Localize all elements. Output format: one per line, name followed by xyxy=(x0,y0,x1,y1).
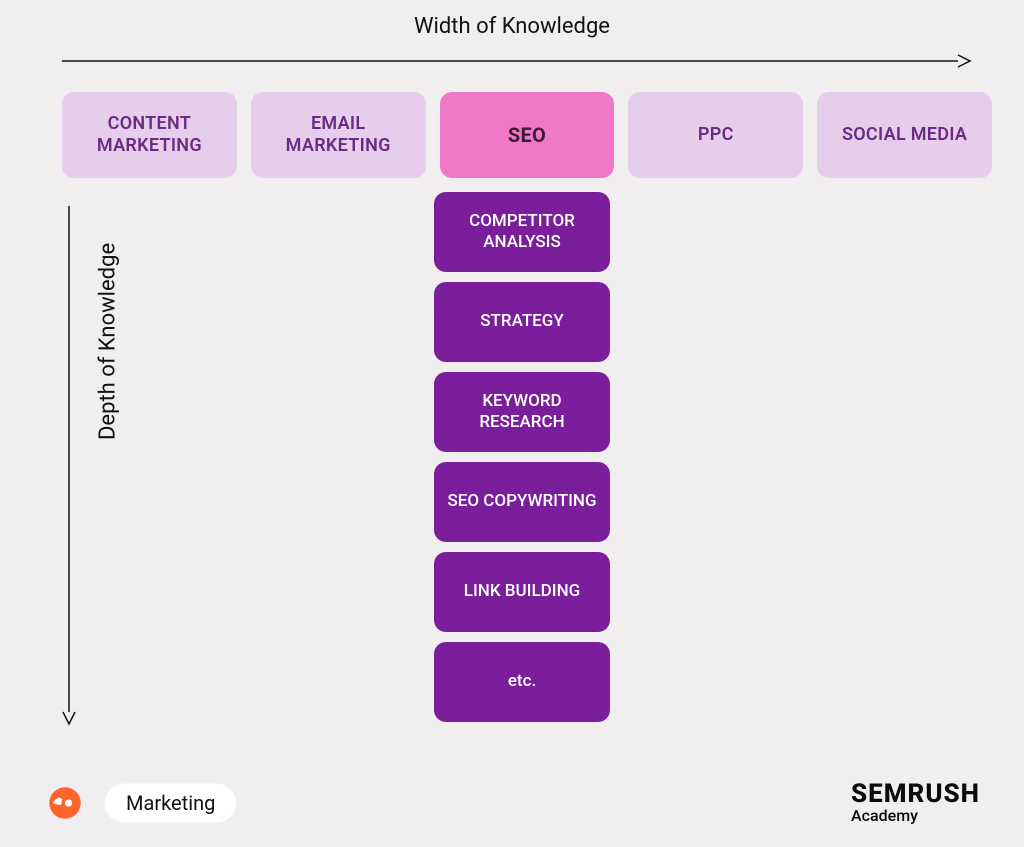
depth-axis-arrow-icon xyxy=(62,206,76,726)
brand: SEMRUSH Academy xyxy=(851,781,980,825)
knowledge-depth-column: COMPETITOR ANALYSIS STRATEGY KEYWORD RES… xyxy=(434,192,610,722)
width-axis-label: Width of Knowledge xyxy=(0,14,1024,39)
depth-item-link-building: LINK BUILDING xyxy=(434,552,610,632)
category-social-media: SOCIAL MEDIA xyxy=(817,92,992,178)
diagram-canvas: Width of Knowledge Depth of Knowledge CO… xyxy=(0,0,1024,847)
depth-item-competitor-analysis: COMPETITOR ANALYSIS xyxy=(434,192,610,272)
flame-icon xyxy=(44,782,86,824)
category-content-marketing: CONTENT MARKETING xyxy=(62,92,237,178)
brand-subline: Academy xyxy=(851,808,980,825)
depth-item-etc: etc. xyxy=(434,642,610,722)
depth-item-seo-copywriting: SEO COPYWRITING xyxy=(434,462,610,542)
category-seo: SEO xyxy=(440,92,615,178)
width-axis-arrow-icon xyxy=(62,54,972,68)
category-ppc: PPC xyxy=(628,92,803,178)
category-chip: Marketing xyxy=(104,783,237,823)
depth-item-strategy: STRATEGY xyxy=(434,282,610,362)
depth-item-keyword-research: KEYWORD RESEARCH xyxy=(434,372,610,452)
footer: Marketing SEMRUSH Academy xyxy=(44,781,980,825)
category-email-marketing: EMAIL MARKETING xyxy=(251,92,426,178)
footer-left: Marketing xyxy=(44,782,237,824)
depth-axis-label: Depth of Knowledge xyxy=(96,243,121,440)
knowledge-width-row: CONTENT MARKETING EMAIL MARKETING SEO PP… xyxy=(62,92,992,178)
brand-name: SEMRUSH xyxy=(851,781,980,808)
